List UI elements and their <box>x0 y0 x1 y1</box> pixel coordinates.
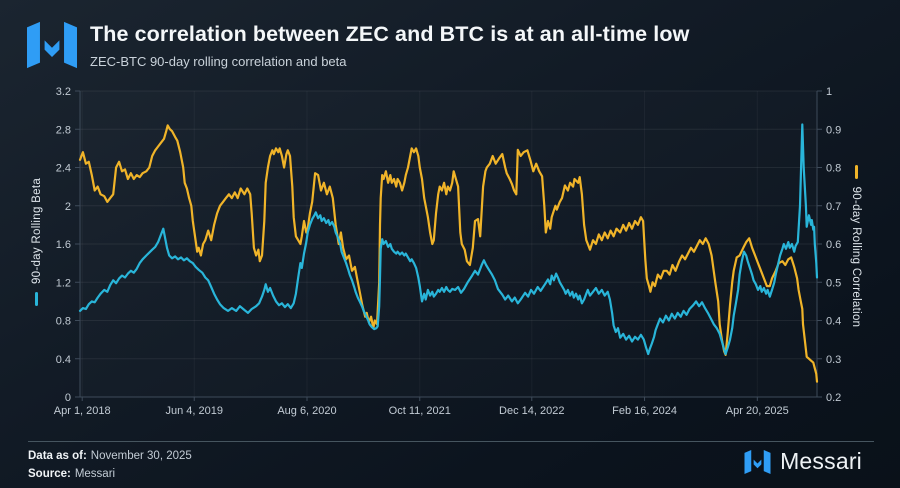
right-axis-tick-label: 0.5 <box>826 277 841 289</box>
left-axis-tick-label: 1.2 <box>56 277 71 289</box>
footer-divider <box>28 441 874 442</box>
left-axis-tick-label: 0 <box>65 392 71 404</box>
source-label: Source: <box>28 468 71 480</box>
right-axis-tick-label: 0.3 <box>826 354 841 366</box>
right-axis-tick-label: 0.7 <box>826 201 841 213</box>
right-axis-tick-label: 0.4 <box>826 316 841 328</box>
left-axis-tick-label: 2.8 <box>56 124 71 136</box>
messari-brand-icon <box>744 449 771 474</box>
page-title: The correlation between ZEC and BTC is a… <box>90 22 690 46</box>
x-axis-tick-label: Aug 6, 2020 <box>277 405 336 417</box>
right-axis-tick-label: 0.9 <box>826 124 841 136</box>
x-axis-tick-label: Apr 20, 2025 <box>726 405 789 417</box>
messari-wordmark: Messari <box>780 448 862 474</box>
x-axis-tick-label: Feb 16, 2024 <box>612 405 677 417</box>
footer-meta: Data as of: November 30, 2025 Source: Mess… <box>28 447 192 483</box>
left-axis-tick-label: 1.6 <box>56 239 71 251</box>
left-axis-tick-label: 0.4 <box>56 354 71 366</box>
left-axis-tick-label: 2 <box>65 201 71 213</box>
right-axis-tick-label: 0.2 <box>826 392 841 404</box>
data-as-of-value: November 30, 2025 <box>90 450 192 462</box>
page-subtitle: ZEC-BTC 90-day rolling correlation and b… <box>90 54 347 69</box>
right-axis-tick-label: 1 <box>826 86 832 98</box>
messari-logo-icon <box>26 20 78 75</box>
x-axis-tick-label: Jun 4, 2019 <box>165 405 223 417</box>
chart-canvas: 3.2 1 2.8 0.9 2.4 0.8 2 0.7 1.6 0.6 1.2 0.5 0.8 0.4 0.… <box>54 86 842 417</box>
source-line: Source: Messari <box>28 465 192 483</box>
data-as-of-label: Data as of: <box>28 450 87 462</box>
source-value: Messari <box>74 468 116 480</box>
x-axis-tick-label: Apr 1, 2018 <box>54 405 111 417</box>
correlation-line <box>78 124 819 383</box>
left-axis-tick-label: 3.2 <box>56 86 71 98</box>
right-axis-tick-label: 0.8 <box>826 163 841 175</box>
left-axis-tick-label: 2.4 <box>56 163 71 175</box>
x-axis-tick-label: Dec 14, 2022 <box>499 405 564 417</box>
x-axis-tick-label: Oct 11, 2021 <box>389 405 451 417</box>
messari-brand: Messari <box>744 448 862 475</box>
left-axis-tick-label: 0.8 <box>56 316 71 328</box>
right-axis-tick-label: 0.6 <box>826 239 841 251</box>
beta-line <box>78 123 819 356</box>
messari-m-mark <box>27 21 77 69</box>
data-as-of-line: Data as of: November 30, 2025 <box>28 447 192 465</box>
